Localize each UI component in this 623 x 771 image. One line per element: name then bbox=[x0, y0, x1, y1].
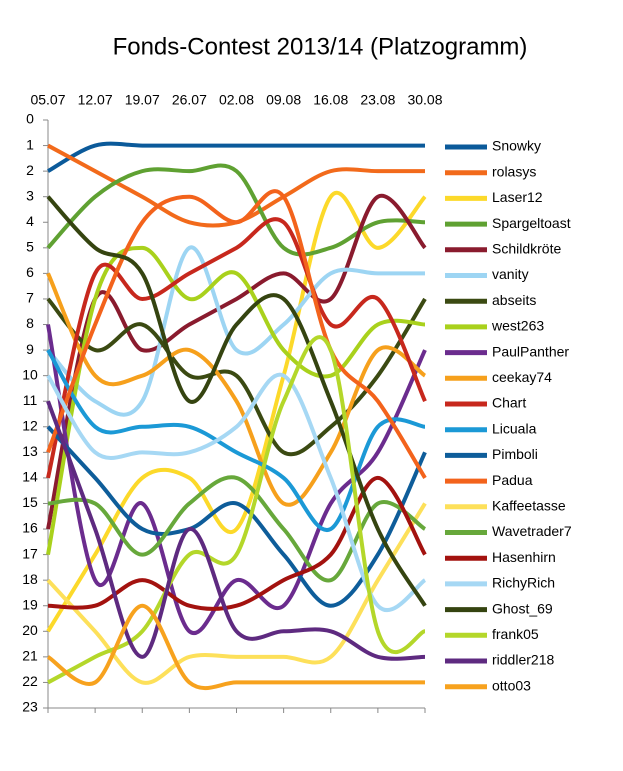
legend-label: Padua bbox=[492, 472, 533, 488]
series-line bbox=[46, 189, 427, 479]
x-tick-label: 30.08 bbox=[407, 92, 442, 108]
legend-label: rolasys bbox=[492, 163, 536, 179]
y-tick-label: 19 bbox=[22, 596, 38, 612]
x-tick-label: 26.07 bbox=[172, 92, 207, 108]
legend-label: Hasenhirn bbox=[492, 549, 556, 565]
series-line bbox=[46, 245, 426, 555]
legend-label: riddler218 bbox=[492, 652, 554, 668]
legend-label: Spargeltoast bbox=[492, 215, 571, 231]
series-line bbox=[47, 141, 425, 173]
y-tick-label: 9 bbox=[26, 341, 34, 357]
series-line bbox=[47, 475, 427, 583]
y-tick-label: 5 bbox=[26, 239, 34, 255]
legend-label: Licuala bbox=[492, 420, 537, 436]
series-line bbox=[46, 372, 427, 612]
legend-label: Ghost_69 bbox=[492, 600, 553, 616]
y-tick-label: 14 bbox=[22, 469, 38, 485]
x-tick-label: 23.08 bbox=[360, 92, 395, 108]
y-tick-label: 22 bbox=[22, 673, 38, 689]
y-tick-label: 16 bbox=[22, 520, 38, 536]
series-line bbox=[47, 335, 426, 685]
y-tick-label: 6 bbox=[26, 264, 34, 280]
legend-label: Laser12 bbox=[492, 189, 543, 205]
x-tick-label: 09.08 bbox=[266, 92, 301, 108]
series-line bbox=[46, 245, 425, 417]
legend-label: vanity bbox=[492, 266, 529, 282]
y-tick-label: 1 bbox=[26, 136, 34, 152]
legend-label: RichyRich bbox=[492, 575, 555, 591]
legend-label: Snowky bbox=[492, 138, 541, 154]
legend-label: frank05 bbox=[492, 626, 539, 642]
legend-label: Chart bbox=[492, 395, 526, 411]
legend-label: west263 bbox=[491, 318, 544, 334]
legend-label: Kaffeetasse bbox=[492, 498, 566, 514]
legend-label: Wavetrader7 bbox=[492, 523, 572, 539]
x-tick-label: 16.08 bbox=[313, 92, 348, 108]
legend-label: otto03 bbox=[492, 677, 531, 693]
series-line bbox=[46, 349, 426, 532]
x-tick-label: 02.08 bbox=[219, 92, 254, 108]
series-line bbox=[46, 272, 427, 507]
y-tick-label: 15 bbox=[22, 494, 38, 510]
y-tick-label: 4 bbox=[26, 213, 34, 229]
x-tick-label: 05.07 bbox=[30, 92, 65, 108]
y-tick-label: 3 bbox=[26, 187, 34, 203]
y-tick-label: 0 bbox=[26, 111, 34, 127]
series-line bbox=[46, 425, 427, 608]
y-tick-label: 7 bbox=[26, 290, 34, 306]
legend-label: Pimboli bbox=[492, 446, 538, 462]
series-line bbox=[46, 217, 427, 479]
legend-label: PaulPanther bbox=[492, 343, 569, 359]
legend-label: abseits bbox=[492, 292, 536, 308]
chart-title: Fonds-Contest 2013/14 (Platzogramm) bbox=[113, 33, 528, 60]
series-line bbox=[46, 195, 427, 607]
x-tick-label: 12.07 bbox=[78, 92, 113, 108]
y-tick-label: 11 bbox=[23, 392, 38, 408]
y-tick-label: 8 bbox=[26, 315, 34, 331]
legend-label: ceekay74 bbox=[492, 369, 552, 385]
series-line bbox=[46, 400, 426, 661]
y-tick-label: 20 bbox=[22, 622, 38, 638]
series-line bbox=[46, 603, 425, 691]
y-tick-label: 21 bbox=[22, 648, 38, 664]
series-line bbox=[46, 502, 427, 685]
y-tick-label: 23 bbox=[22, 699, 38, 715]
y-tick-label: 18 bbox=[22, 571, 38, 587]
legend-label: Schildkröte bbox=[492, 241, 561, 257]
x-tick-label: 19.07 bbox=[125, 92, 160, 108]
y-tick-label: 13 bbox=[22, 443, 38, 459]
y-tick-label: 12 bbox=[22, 417, 38, 433]
y-tick-label: 2 bbox=[26, 162, 34, 178]
y-tick-label: 10 bbox=[22, 366, 38, 382]
y-tick-label: 17 bbox=[22, 545, 38, 561]
